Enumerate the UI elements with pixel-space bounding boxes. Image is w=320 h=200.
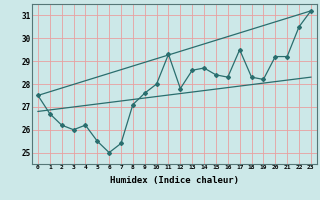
X-axis label: Humidex (Indice chaleur): Humidex (Indice chaleur)	[110, 176, 239, 185]
